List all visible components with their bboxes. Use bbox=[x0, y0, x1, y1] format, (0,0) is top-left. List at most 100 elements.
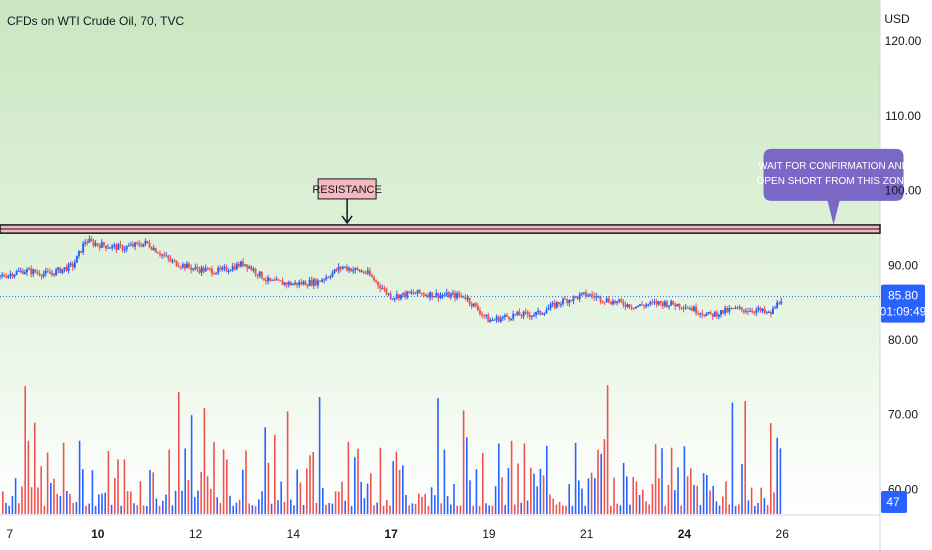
candle-body bbox=[692, 306, 695, 311]
volume-bar bbox=[258, 499, 260, 514]
candle-body bbox=[283, 282, 286, 285]
candle-body bbox=[366, 270, 369, 274]
volume-bar bbox=[101, 493, 103, 514]
volume-bar bbox=[632, 477, 634, 514]
x-tick-label: 17 bbox=[384, 527, 398, 541]
candle-body bbox=[38, 272, 41, 276]
volume-bar bbox=[744, 401, 746, 514]
candle-body bbox=[520, 315, 523, 317]
volume-bar bbox=[699, 505, 702, 514]
candle-body bbox=[508, 316, 511, 320]
volume-bar bbox=[242, 469, 244, 514]
volume-bar bbox=[430, 487, 433, 514]
candle-body bbox=[0, 275, 1, 277]
candle-body bbox=[526, 312, 529, 315]
volume-bar bbox=[539, 468, 542, 514]
volume-bar bbox=[494, 486, 497, 514]
candle-body bbox=[703, 315, 706, 317]
candle-body bbox=[541, 313, 544, 315]
volume-bar bbox=[363, 498, 366, 514]
volume-bar bbox=[120, 505, 122, 514]
candle-body bbox=[730, 308, 733, 310]
volume-bar bbox=[216, 497, 218, 514]
candle-body bbox=[707, 311, 710, 314]
candle-body bbox=[13, 274, 16, 277]
candle-body bbox=[701, 313, 704, 316]
volume-bar bbox=[674, 490, 676, 514]
candle-body bbox=[140, 245, 143, 247]
volume-bar bbox=[600, 453, 602, 514]
candle-body bbox=[364, 272, 367, 274]
candle-body bbox=[456, 293, 459, 299]
volume-bar bbox=[312, 452, 314, 514]
volume-bar bbox=[424, 493, 426, 514]
candle-body bbox=[680, 307, 683, 309]
candle-body bbox=[497, 316, 500, 322]
volume-bar bbox=[661, 448, 663, 514]
candle-body bbox=[562, 298, 565, 304]
candle-body bbox=[229, 270, 232, 272]
candle-body bbox=[406, 291, 409, 298]
volume-bar bbox=[658, 478, 660, 514]
volume-bar bbox=[146, 505, 148, 514]
x-tick-label: 24 bbox=[678, 527, 692, 541]
candle-body bbox=[757, 307, 760, 310]
volume-bar bbox=[734, 505, 737, 514]
volume-bar bbox=[530, 467, 532, 514]
candle-body bbox=[387, 293, 390, 295]
candle-body bbox=[316, 280, 319, 286]
candle-body bbox=[717, 314, 720, 317]
candle-body bbox=[736, 307, 739, 309]
volume-bar bbox=[2, 491, 4, 514]
volume-bar bbox=[354, 457, 356, 514]
candle-body bbox=[63, 267, 66, 270]
volume-bar bbox=[85, 505, 87, 514]
candle-body bbox=[175, 260, 178, 267]
y-tick-label: 90.00 bbox=[888, 258, 918, 272]
candle-body bbox=[23, 272, 26, 275]
candle-body bbox=[333, 269, 336, 273]
candle-body bbox=[306, 285, 309, 287]
candle-body bbox=[296, 282, 299, 286]
candle-body bbox=[470, 303, 473, 307]
candle-body bbox=[121, 245, 124, 251]
candle-body bbox=[628, 304, 631, 308]
candle-body bbox=[751, 310, 754, 312]
candle-body bbox=[186, 263, 188, 269]
candle-body bbox=[769, 311, 772, 315]
volume-bar bbox=[5, 502, 7, 514]
candles bbox=[0, 235, 783, 324]
candle-body bbox=[192, 268, 195, 270]
y-tick-label: 70.00 bbox=[888, 408, 918, 422]
candle-body bbox=[312, 279, 315, 286]
candle-body bbox=[248, 266, 251, 269]
candle-body bbox=[761, 308, 764, 311]
candle-body bbox=[505, 315, 508, 317]
volume-bar bbox=[18, 503, 20, 514]
volume-bar bbox=[648, 504, 650, 514]
candle-body bbox=[647, 304, 650, 306]
candle-body bbox=[379, 285, 382, 289]
volume-bar bbox=[200, 471, 202, 514]
candle-body bbox=[549, 304, 552, 309]
candle-body bbox=[98, 245, 101, 248]
volume-bar bbox=[446, 495, 449, 514]
volume-bar bbox=[722, 496, 724, 514]
volume-bar bbox=[174, 490, 177, 514]
volume-bar bbox=[709, 490, 711, 514]
candle-body bbox=[447, 292, 450, 298]
volume-bar bbox=[373, 505, 375, 514]
volume-bar bbox=[152, 472, 154, 514]
volume-bar bbox=[568, 484, 570, 514]
candle-body bbox=[427, 295, 430, 298]
candle-body bbox=[564, 298, 567, 300]
candle-body bbox=[138, 243, 141, 246]
candle-body bbox=[96, 243, 99, 246]
volume-bar bbox=[485, 503, 487, 514]
candle-body bbox=[618, 299, 621, 302]
y-tick-label: 80.00 bbox=[888, 333, 918, 347]
candle-body bbox=[400, 294, 403, 299]
volume-bar bbox=[136, 505, 138, 514]
volume-bar bbox=[270, 503, 273, 514]
candle-body bbox=[57, 267, 60, 270]
